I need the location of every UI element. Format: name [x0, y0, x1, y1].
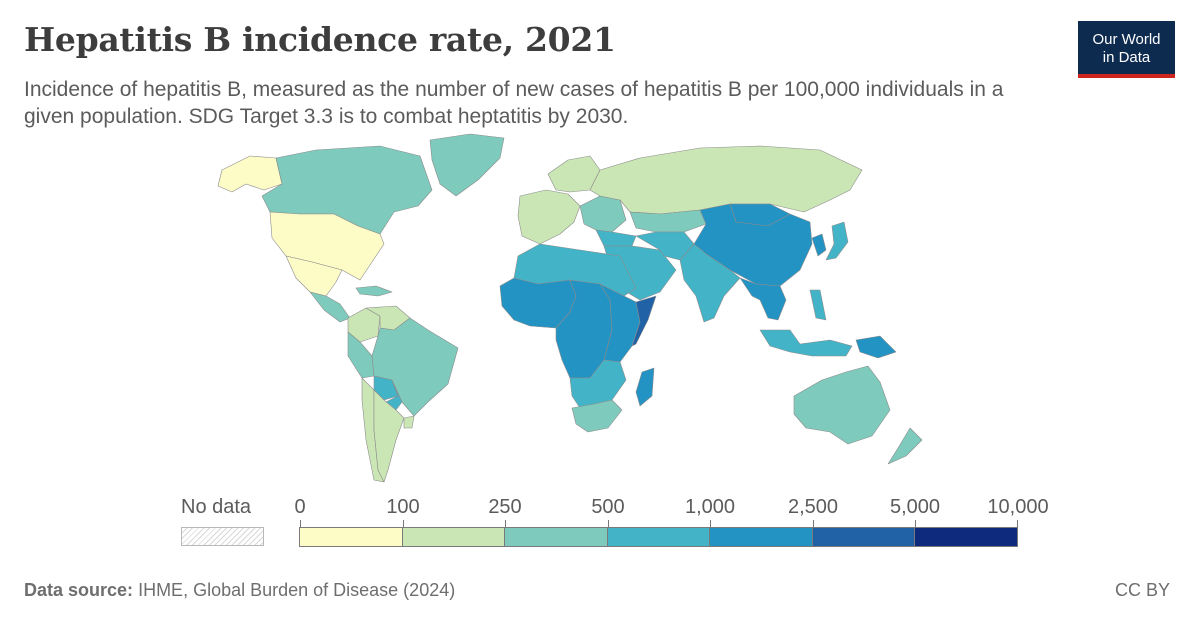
legend-tick-label: 10,000 [987, 496, 1049, 518]
legend-bin-3[interactable] [606, 527, 711, 547]
region-argentina[interactable] [373, 389, 405, 483]
legend-bin-6[interactable] [914, 527, 1019, 547]
logo-line-2: in Data [1102, 49, 1151, 66]
region-japan[interactable] [825, 221, 849, 261]
region-greenland[interactable] [429, 133, 505, 197]
region-south-africa[interactable] [571, 399, 623, 433]
region-australia[interactable] [793, 365, 891, 445]
region-india[interactable] [679, 243, 741, 323]
legend-no-data-label: No data [181, 496, 252, 518]
legend-bin-0[interactable] [299, 527, 403, 547]
region-korea[interactable] [811, 233, 827, 257]
region-brazil[interactable] [371, 317, 459, 417]
legend-tick-label: 250 [488, 496, 522, 518]
region-eastern-europe[interactable] [579, 195, 627, 233]
legend-color-scale [299, 527, 1019, 547]
legend-tick-label: 100 [386, 496, 420, 518]
chart-subtitle: Incidence of hepatitis B, measured as th… [24, 78, 1004, 128]
region-mexico[interactable] [285, 255, 343, 297]
legend-no-data-swatch [181, 527, 264, 546]
legend-tick-mark [608, 520, 609, 527]
legend-tick-mark [915, 520, 916, 527]
region-somalia[interactable] [631, 295, 657, 347]
legend-tick-label: 2,500 [787, 496, 839, 518]
legend-tick-mark [403, 520, 404, 527]
region-east-africa[interactable] [599, 283, 641, 363]
region-madagascar[interactable] [635, 367, 655, 407]
legend-bin-1[interactable] [401, 527, 506, 547]
region-philippines[interactable] [809, 289, 827, 321]
legend-tick-mark [300, 520, 301, 527]
data-source: Data source: IHME, Global Burden of Dise… [24, 580, 455, 601]
legend-tick-mark [813, 520, 814, 527]
region-western-europe[interactable] [517, 189, 581, 245]
legend-tick-label: 0 [294, 496, 306, 518]
legend-bin-5[interactable] [811, 527, 916, 547]
region-russia[interactable] [589, 145, 863, 215]
region-central-america[interactable] [309, 291, 351, 323]
data-source-label: Data source: [24, 580, 134, 600]
chart-title: Hepatitis B incidence rate, 2021 [24, 20, 616, 59]
legend-bin-2[interactable] [504, 527, 608, 547]
legend-tick-mark [1017, 520, 1018, 527]
legend-tick-mark [710, 520, 711, 527]
region-turkey[interactable] [595, 229, 637, 247]
legend-tick-label: 1,000 [684, 496, 736, 518]
owid-logo[interactable]: Our World in Data [1078, 21, 1175, 78]
logo-line-1: Our World [1092, 31, 1161, 48]
region-new-zealand[interactable] [887, 427, 923, 465]
region-caribbean[interactable] [355, 285, 393, 297]
region-kazakhstan[interactable] [629, 209, 707, 233]
legend-tick-label: 500 [591, 496, 625, 518]
region-uruguay[interactable] [403, 415, 415, 429]
region-southern-africa[interactable] [569, 359, 627, 409]
legend-tick-mark [505, 520, 506, 527]
region-bolivia[interactable] [373, 375, 399, 401]
region-indonesia[interactable] [759, 329, 853, 357]
legend-tick-label: 5,000 [889, 496, 941, 518]
region-papua-new-guinea[interactable] [855, 335, 897, 359]
region-southeast-asia[interactable] [739, 277, 787, 321]
legend-bin-4[interactable] [709, 527, 813, 547]
license-link[interactable]: CC BY [1114, 580, 1170, 600]
data-source-link[interactable]: IHME, Global Burden of Disease (2024) [138, 580, 456, 600]
region-alaska[interactable] [217, 155, 283, 193]
